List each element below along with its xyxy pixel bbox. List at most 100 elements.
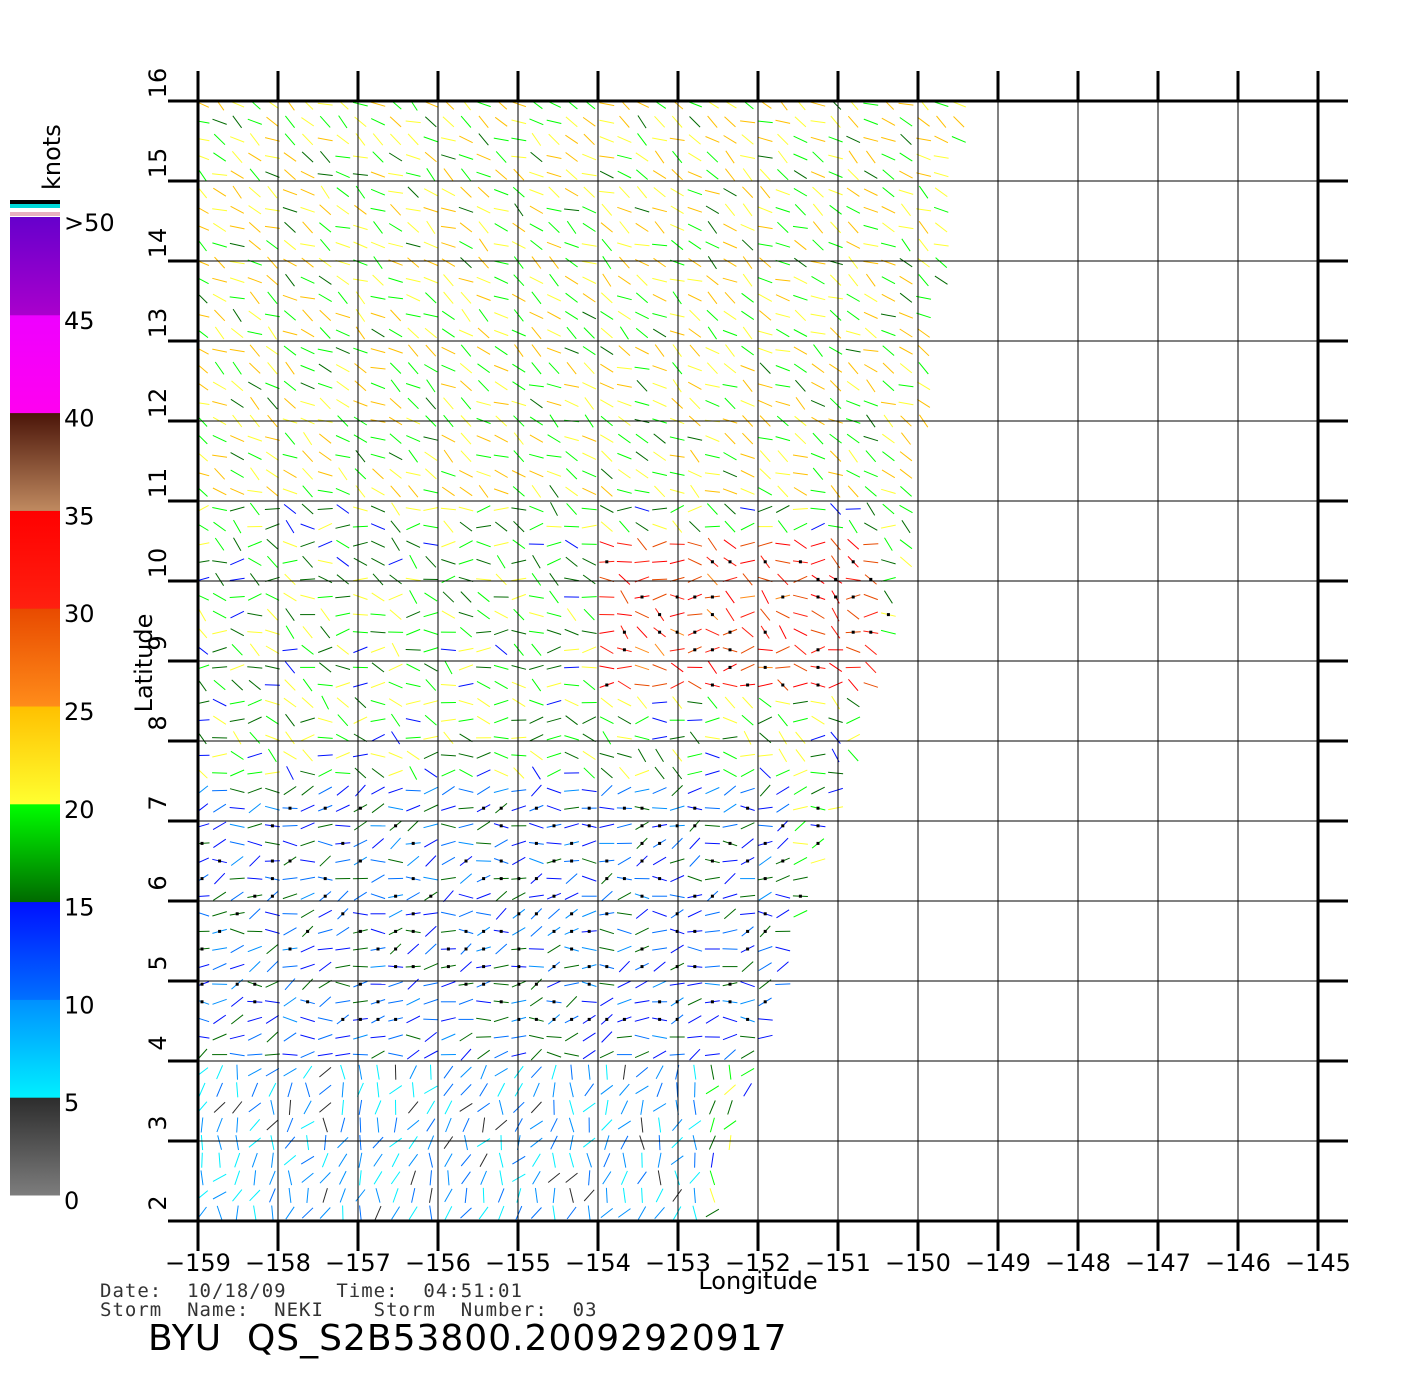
- wind-vector: [389, 362, 402, 374]
- colorbar-overflow-stripe: [10, 200, 60, 204]
- wind-vector: [757, 155, 773, 159]
- rain-flag-marker: [200, 982, 204, 986]
- wind-vector: [920, 101, 929, 111]
- wind-vector: [617, 452, 632, 460]
- wind-vector: [863, 470, 878, 478]
- rain-flag-marker: [446, 947, 450, 951]
- wind-vector: [370, 893, 386, 900]
- wind-vector: [600, 434, 614, 443]
- wind-vector: [705, 241, 720, 249]
- wind-vector: [215, 572, 225, 586]
- wind-vector: [812, 151, 824, 163]
- wind-vector: [652, 293, 667, 302]
- wind-vector: [547, 1172, 561, 1183]
- wind-vector: [300, 859, 316, 863]
- wind-vector: [846, 469, 861, 478]
- wind-vector: [423, 735, 439, 740]
- wind-vector: [212, 698, 227, 707]
- wind-vector: [848, 273, 859, 287]
- wind-vector: [232, 185, 242, 199]
- wind-vector: [352, 541, 368, 547]
- rain-flag-marker: [746, 683, 750, 687]
- wind-vector: [899, 257, 913, 268]
- wind-vector: [282, 893, 298, 900]
- rain-flag-marker: [482, 965, 486, 969]
- wind-vector: [230, 750, 244, 760]
- wind-vector: [247, 540, 262, 548]
- wind-vector: [301, 644, 314, 655]
- wind-vector: [812, 203, 824, 216]
- wind-vector: [740, 645, 755, 654]
- wind-vector: [231, 380, 244, 392]
- wind-vector: [249, 133, 260, 146]
- wind-vector: [247, 118, 262, 125]
- rain-flag-marker: [658, 824, 662, 828]
- wind-vector: [652, 980, 667, 988]
- wind-vector: [707, 291, 718, 305]
- wind-vector: [546, 171, 562, 178]
- wind-vector: [511, 577, 527, 582]
- wind-vector: [495, 890, 508, 902]
- rain-flag-marker: [517, 947, 521, 951]
- wind-vector: [300, 541, 315, 548]
- wind-vector: [724, 520, 736, 533]
- longitude-tick-label: −159: [165, 1249, 231, 1277]
- wind-vector: [458, 893, 474, 899]
- wind-vector: [848, 256, 859, 269]
- wind-vector: [653, 433, 666, 444]
- wind-vector: [477, 1102, 490, 1113]
- wind-vector: [583, 327, 595, 339]
- wind-vector: [405, 700, 421, 705]
- wind-vector: [388, 242, 404, 248]
- wind-vector: [600, 697, 614, 708]
- wind-vector: [674, 1170, 680, 1186]
- wind-vector: [318, 575, 333, 584]
- wind-vector: [528, 384, 544, 388]
- rain-flag-marker: [341, 841, 345, 845]
- rain-flag-marker: [306, 1000, 310, 1004]
- wind-vector: [302, 450, 314, 463]
- wind-vector: [637, 537, 647, 551]
- wind-vector: [757, 1018, 773, 1021]
- rain-flag-marker: [798, 560, 802, 564]
- wind-vector: [441, 610, 456, 619]
- wind-vector: [639, 1135, 645, 1150]
- wind-vector: [846, 716, 861, 724]
- wind-vector: [352, 947, 368, 951]
- wind-vector: [282, 965, 298, 968]
- wind-vector: [758, 962, 772, 971]
- wind-vector: [722, 948, 738, 950]
- wind-vector: [442, 591, 455, 603]
- wind-vector: [511, 736, 527, 739]
- rain-flag-marker: [587, 982, 591, 986]
- wind-vector: [600, 486, 613, 497]
- wind-vector: [476, 171, 491, 178]
- rain-flag-marker: [781, 824, 785, 828]
- wind-vector: [722, 277, 738, 283]
- wind-vector: [300, 1051, 315, 1059]
- wind-vector: [810, 313, 826, 318]
- wind-vector: [846, 135, 861, 144]
- rain-flag-marker: [534, 877, 538, 881]
- wind-vector: [286, 1117, 294, 1133]
- wind-vector: [637, 748, 647, 763]
- wind-vector: [247, 771, 263, 775]
- wind-vector: [601, 238, 612, 252]
- wind-vector: [198, 154, 210, 161]
- wind-vector: [722, 929, 738, 934]
- wind-vector: [552, 1205, 556, 1221]
- wind-vector: [459, 222, 473, 233]
- wind-vector: [846, 293, 860, 302]
- rain-flag-marker: [253, 982, 257, 986]
- wind-vector-field: [198, 101, 966, 1221]
- wind-vector: [722, 893, 738, 899]
- wind-vector: [687, 787, 702, 794]
- rain-flag-marker: [693, 595, 697, 599]
- wind-vector: [408, 1153, 419, 1167]
- wind-vector: [232, 115, 243, 129]
- wind-vector: [549, 590, 559, 604]
- wind-vector: [550, 1135, 558, 1150]
- wind-vector: [407, 397, 419, 410]
- wind-vector: [953, 116, 965, 128]
- wind-vector: [459, 540, 473, 549]
